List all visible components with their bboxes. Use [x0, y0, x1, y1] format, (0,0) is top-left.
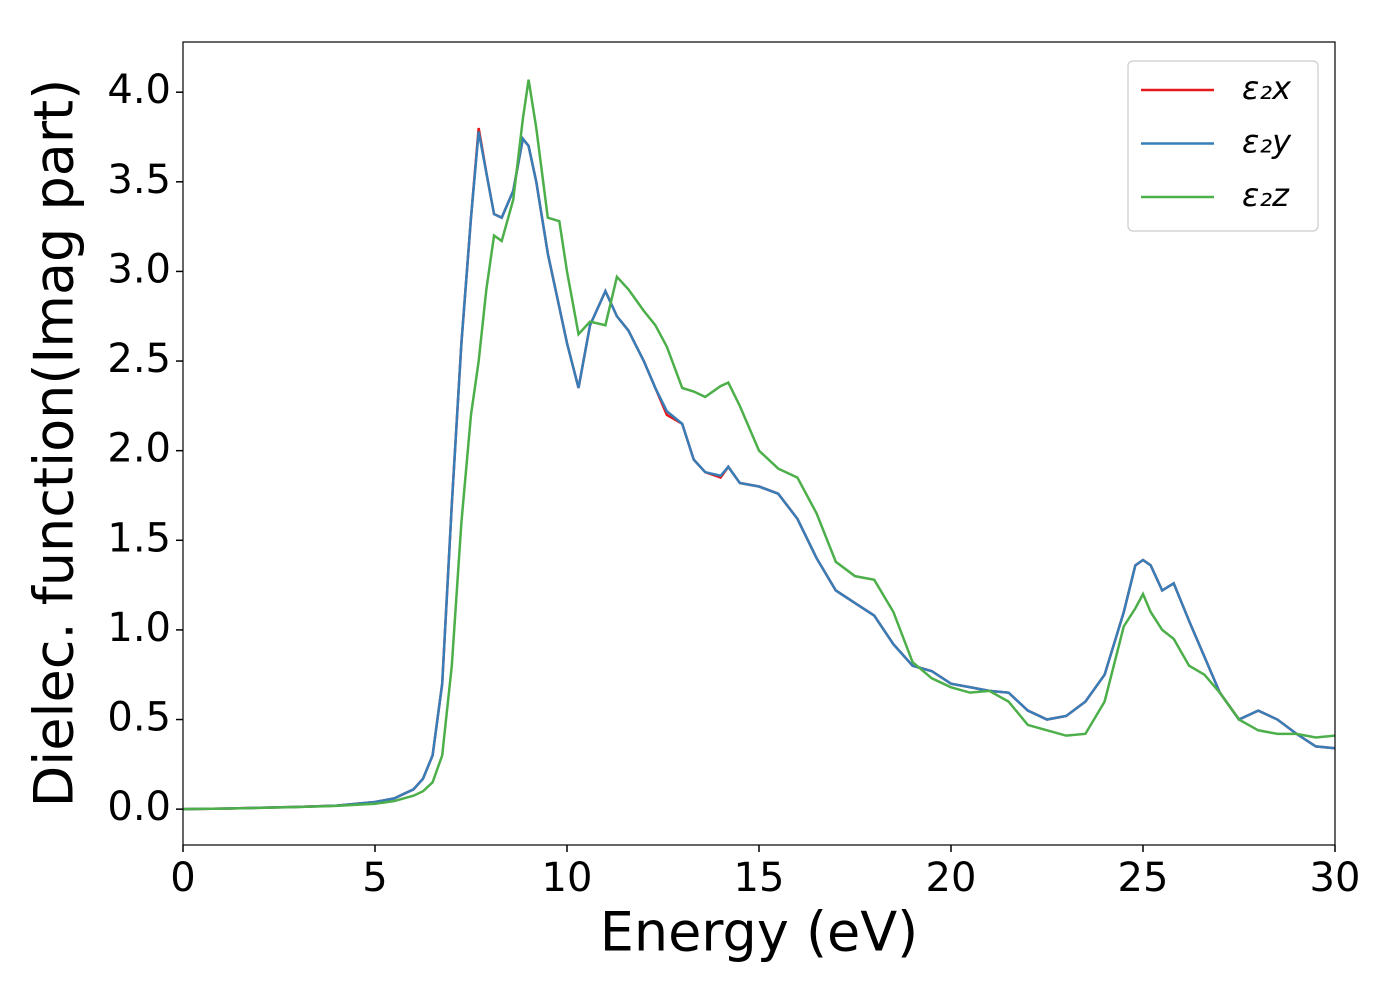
y-tick-label: 2.5: [107, 336, 171, 382]
x-tick-label: 10: [542, 855, 593, 901]
y-tick-label: 0.0: [107, 784, 171, 830]
y-tick-label: 2.0: [107, 426, 171, 472]
y-tick-label: 0.5: [107, 695, 171, 741]
series-line: [183, 79, 1335, 811]
series-line: [183, 131, 1335, 811]
legend-box: [1127, 60, 1319, 232]
x-tick-label: 30: [1310, 855, 1361, 901]
legend-label: ε₂x: [1242, 69, 1292, 107]
y-tick-label: 3.0: [107, 246, 171, 292]
x-tick-label: 5: [362, 855, 387, 901]
plot-frame: [182, 41, 1336, 846]
y-axis-label: Dielec. function(Imag part): [23, 79, 86, 808]
y-tick-label: 4.0: [107, 67, 171, 113]
y-tick-label: 1.0: [107, 605, 171, 651]
x-tick-label: 20: [926, 855, 977, 901]
x-tick-label: 0: [170, 855, 195, 901]
y-tick-label: 3.5: [107, 157, 171, 203]
legend-label: ε₂y: [1242, 123, 1292, 161]
legend-label: ε₂z: [1242, 176, 1290, 214]
x-tick-label: 15: [734, 855, 785, 901]
x-tick-label: 25: [1118, 855, 1169, 901]
y-tick-label: 1.5: [107, 515, 171, 561]
x-axis-label: Energy (eV): [600, 901, 919, 964]
